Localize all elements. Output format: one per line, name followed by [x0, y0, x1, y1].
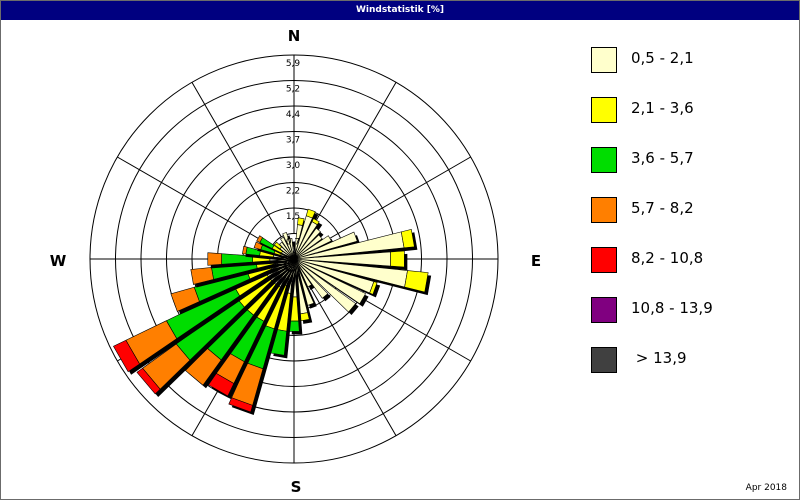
- legend-label-6: > 13,9: [631, 349, 687, 367]
- radial-tick-7: 5,2: [286, 85, 300, 95]
- chart-title: Windstatistik [%]: [1, 1, 799, 20]
- legend-swatch-1: [591, 97, 617, 123]
- radial-tick-5: 3,7: [286, 136, 300, 146]
- petal-220-class-3: [185, 347, 222, 386]
- radial-tick-2: 1,5: [286, 212, 300, 222]
- grid-spoke-30: [306, 82, 397, 238]
- petal-340-class-0: [282, 231, 295, 260]
- petal-20-class-1: [305, 208, 316, 219]
- petal-70-class-0: [293, 231, 358, 260]
- compass-labels: N E S W: [50, 27, 541, 496]
- legend-label-1: 2,1 - 3,6: [631, 99, 694, 117]
- petal-300-class-3: [256, 235, 263, 243]
- petal-200-class-4: [228, 397, 253, 413]
- radial-tick-1: 0,7: [286, 238, 300, 248]
- petal-210-class-4: [208, 372, 235, 397]
- petals: [113, 208, 432, 416]
- grid-spoke-300: [117, 156, 273, 247]
- petal-shadow-250: [173, 262, 297, 315]
- petal-80-class-1: [400, 228, 415, 249]
- legend-swatch-5: [591, 297, 617, 323]
- petal-330-class-0: [279, 236, 295, 260]
- radial-tick-labels: 0,7 1,5 2,2 3,0 3,7 4,4 5,2 5,9: [286, 59, 301, 248]
- petal-310-class-1: [273, 241, 283, 250]
- compass-label-S: S: [291, 478, 302, 496]
- petal-30-class-1: [311, 218, 320, 226]
- radial-tick-8: 5,9: [286, 59, 301, 69]
- grid-spoke-330: [191, 82, 282, 238]
- petal-270-class-3: [207, 252, 222, 266]
- legend-label-4: 8,2 - 10,8: [631, 249, 704, 267]
- petal-shadow-260: [193, 262, 297, 288]
- legend-label-2: 3,6 - 5,7: [631, 149, 694, 167]
- petal-230-class-4: [136, 367, 161, 395]
- legend-label-0: 0,5 - 2,1: [631, 49, 694, 67]
- petal-350-class-0: [288, 238, 295, 260]
- petal-10-class-1: [297, 217, 305, 226]
- compass-label-N: N: [288, 27, 301, 45]
- compass-label-E: E: [531, 252, 541, 270]
- petal-shadow-350: [291, 241, 297, 262]
- legend-swatch-0: [591, 47, 617, 73]
- petal-100-class-1: [404, 270, 429, 293]
- petal-50-class-0: [293, 234, 323, 260]
- legend-label-3: 5,7 - 8,2: [631, 199, 694, 217]
- petal-110-class-1: [369, 281, 378, 295]
- legend-swatch-4: [591, 247, 617, 273]
- compass-label-W: W: [50, 252, 67, 270]
- petal-250-class-3: [170, 286, 200, 312]
- petal-shadow-160: [297, 262, 317, 309]
- petal-40-class-0: [293, 227, 321, 260]
- grid-spoke-60: [315, 156, 471, 247]
- petal-130-class-0: [293, 258, 357, 313]
- radial-tick-3: 2,2: [286, 187, 300, 197]
- legend-swatch-2: [591, 147, 617, 173]
- petal-260-class-3: [190, 267, 214, 285]
- legend-swatch-6: [591, 347, 617, 373]
- petal-280-class-3: [242, 245, 248, 255]
- radial-tick-4: 3,0: [286, 161, 301, 171]
- radial-tick-6: 4,4: [286, 110, 301, 120]
- footer-date: Apr 2018: [745, 483, 787, 493]
- grid-spoke-150: [306, 280, 397, 436]
- petal-shadow-170: [297, 262, 313, 324]
- legend-label-5: 10,8 - 13,9: [631, 299, 713, 317]
- petal-240-class-4: [113, 339, 140, 373]
- petal-120-class-0: [293, 258, 367, 305]
- petal-90-class-1: [390, 250, 405, 268]
- legend-swatch-3: [591, 197, 617, 223]
- petal-60-class-0: [293, 235, 332, 260]
